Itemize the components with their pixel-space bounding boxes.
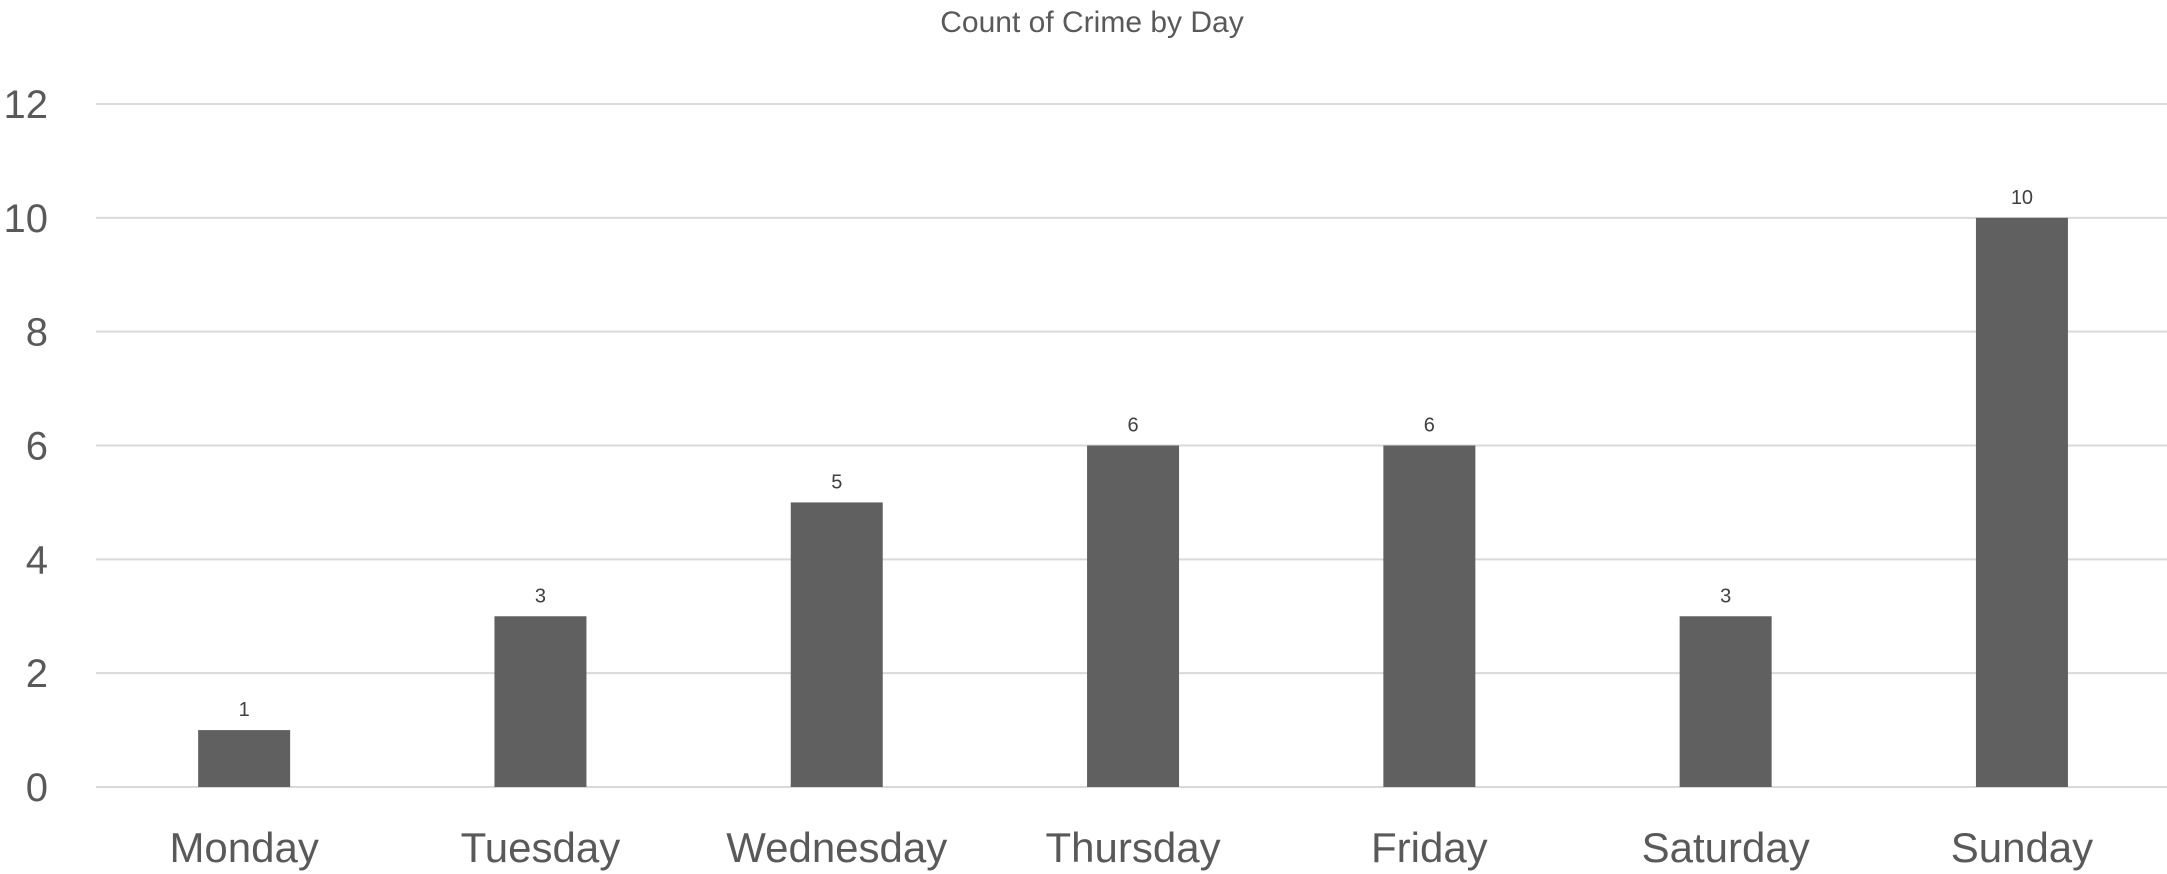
y-tick-label: 4 — [26, 538, 48, 582]
y-tick-label: 10 — [4, 197, 49, 241]
data-label: 6 — [1424, 415, 1435, 437]
bar — [198, 730, 291, 787]
x-tick-label: Sunday — [1951, 824, 2093, 871]
bar — [790, 502, 883, 787]
bar — [1383, 445, 1476, 787]
x-axis-ticks: Monday Tuesday Wednesday Thursday Friday Satu… — [169, 824, 2093, 871]
y-tick-label: 8 — [26, 311, 48, 355]
y-tick-label: 2 — [26, 652, 48, 696]
data-label: 5 — [831, 471, 842, 493]
x-tick-label: Monday — [169, 824, 318, 871]
data-label: 3 — [1720, 585, 1731, 607]
data-label: 3 — [535, 585, 546, 607]
y-tick-label: 0 — [26, 766, 48, 810]
bar — [494, 616, 587, 787]
data-labels: 1 3 5 6 6 3 10 — [239, 187, 2033, 721]
bar — [1087, 445, 1180, 787]
chart-title: Count of Crime by Day — [940, 6, 1243, 39]
y-tick-label: 6 — [26, 425, 48, 469]
bar — [1679, 616, 1772, 787]
x-tick-label: Tuesday — [461, 824, 621, 871]
bar — [1975, 217, 2068, 788]
y-axis-ticks: 0 2 4 6 8 10 12 — [4, 83, 49, 810]
x-tick-label: Wednesday — [726, 824, 947, 871]
x-tick-label: Thursday — [1046, 824, 1221, 871]
data-label: 6 — [1127, 415, 1138, 437]
y-tick-label: 12 — [4, 83, 49, 127]
x-tick-label: Saturday — [1642, 824, 1810, 871]
data-label: 10 — [2011, 187, 2033, 209]
bars — [198, 217, 2068, 788]
data-label: 1 — [239, 699, 250, 721]
x-tick-label: Friday — [1371, 824, 1488, 871]
